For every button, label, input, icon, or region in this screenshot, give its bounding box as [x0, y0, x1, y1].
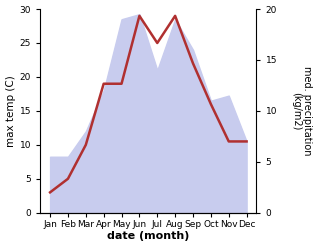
Y-axis label: med. precipitation
(kg/m2): med. precipitation (kg/m2) [291, 66, 313, 156]
X-axis label: date (month): date (month) [107, 231, 190, 242]
Y-axis label: max temp (C): max temp (C) [5, 75, 16, 147]
